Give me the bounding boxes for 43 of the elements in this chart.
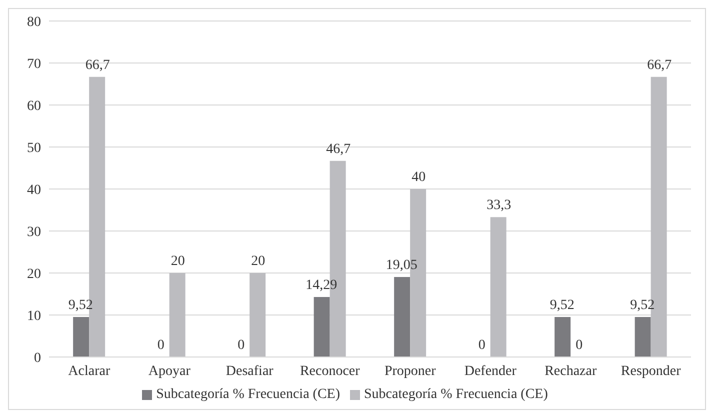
data-label: 0 — [157, 338, 164, 353]
y-tick-label: 0 — [34, 350, 41, 366]
bar — [169, 273, 186, 357]
data-label: 0 — [478, 338, 486, 353]
data-label: 0 — [576, 338, 583, 353]
data-label: 20 — [170, 254, 185, 269]
x-tick-label: Rechazar — [544, 364, 597, 379]
legend-label: Subcategoría % Frecuencia (CE) — [364, 387, 548, 402]
x-tick-label: Desafiar — [226, 364, 274, 379]
data-label: 9,52 — [630, 298, 655, 314]
x-tick-label: Proponer — [384, 364, 436, 379]
y-tick-label: 20 — [27, 266, 41, 282]
x-tick-label: Reconocer — [300, 364, 360, 379]
bar — [250, 273, 266, 357]
x-tick-label: Aclarar — [68, 364, 110, 379]
bar — [490, 217, 506, 357]
y-tick-label: 10 — [27, 308, 41, 324]
data-label: 9,52 — [68, 298, 93, 314]
x-tick-label: Apoyar — [148, 364, 191, 379]
data-label: 0 — [238, 338, 245, 353]
y-tick-label: 60 — [27, 98, 41, 114]
data-label: 20 — [251, 254, 266, 269]
y-tick-label: 70 — [27, 56, 41, 72]
data-label: 66,7 — [647, 58, 672, 73]
y-tick-label: 50 — [27, 140, 41, 156]
legend-label: Subcategoría % Frecuencia (CE) — [156, 387, 340, 402]
data-label: 9,52 — [550, 298, 574, 314]
x-tick-label: Responder — [620, 364, 682, 379]
data-label: 14,29 — [306, 278, 338, 293]
y-tick-label: 80 — [27, 14, 41, 30]
y-tick-label: 40 — [27, 182, 41, 198]
x-tick-label: Defender — [464, 364, 517, 379]
bar — [73, 317, 90, 357]
y-tick-label: 30 — [27, 224, 41, 240]
bar — [634, 317, 651, 357]
bar — [554, 317, 571, 357]
bar — [394, 276, 410, 357]
data-label: 33,3 — [486, 198, 512, 214]
data-label: 19,05 — [386, 258, 418, 273]
data-label: 46,7 — [326, 142, 351, 157]
data-label: 66,7 — [85, 58, 110, 73]
bar — [314, 296, 330, 357]
data-label: 40 — [412, 170, 426, 185]
